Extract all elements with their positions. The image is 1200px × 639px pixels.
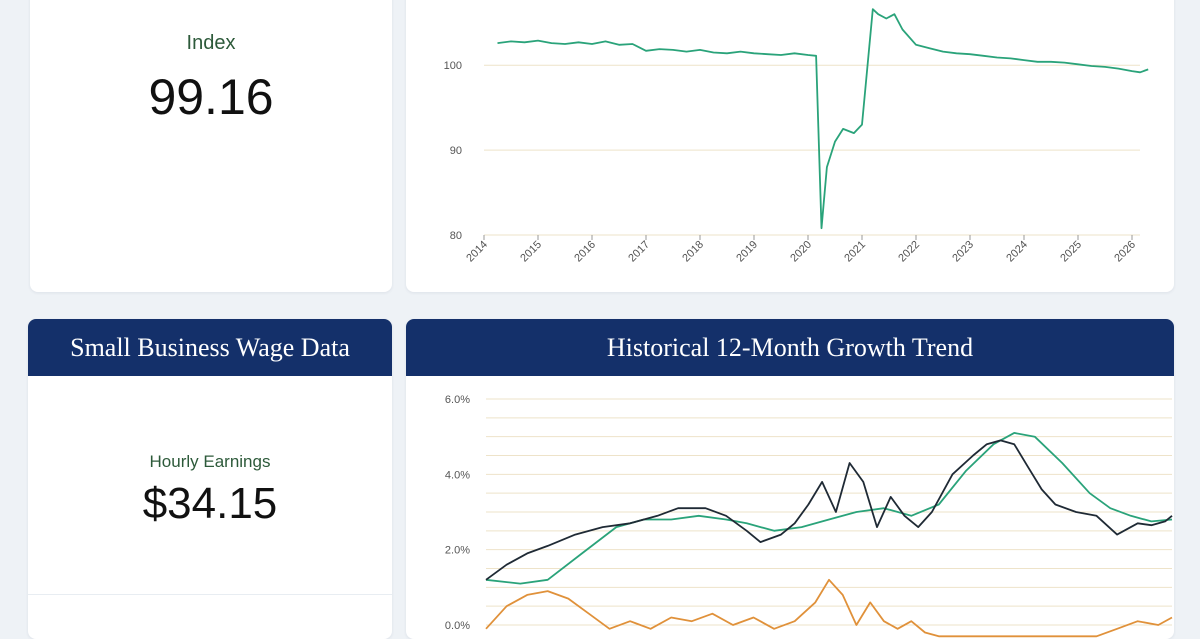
x-tick-label: 2025	[1058, 239, 1084, 265]
y-tick-label: 0.0%	[445, 620, 470, 632]
growth-series-black	[485, 439, 1173, 581]
x-tick-label: 2014	[464, 239, 490, 265]
x-tick-label: 2022	[896, 239, 922, 265]
divider	[28, 594, 392, 595]
y-tick-label: 90	[450, 145, 462, 157]
x-tick-label: 2021	[842, 239, 868, 265]
index-label: Index	[186, 32, 236, 54]
x-tick-label: 2018	[680, 239, 706, 265]
wage-header: Small Business Wage Data	[28, 319, 392, 376]
x-tick-label: 2024	[1004, 239, 1030, 265]
index-value: 99.16	[148, 69, 274, 125]
growth-card: Historical 12-Month Growth Trend 0.0% 2.0…	[406, 319, 1174, 639]
wage-card: Small Business Wage Data Hourly Earnings…	[28, 319, 392, 639]
index-card: Index 99.16	[30, 0, 392, 292]
y-tick-label: 4.0%	[445, 469, 470, 481]
y-tick-label: 100	[444, 60, 462, 72]
x-tick-label: 2017	[626, 239, 652, 265]
index-line-chart: 80 90 100 2014 2015 2016 2017 2018 2019 2020 2021 2…	[444, 8, 1149, 265]
index-chart-card: 80 90 100 2014 2015 2016 2017 2018 2019 2020 2021 2…	[406, 0, 1174, 292]
x-tick-label: 2020	[788, 239, 814, 265]
growth-header: Historical 12-Month Growth Trend	[406, 319, 1174, 376]
x-tick-label: 2026	[1112, 239, 1138, 265]
hourly-earnings-value: $34.15	[142, 479, 278, 528]
growth-line-chart: 0.0% 2.0% 4.0% 6.0%	[445, 394, 1173, 638]
y-tick-label: 6.0%	[445, 394, 470, 406]
hourly-earnings-label: Hourly Earnings	[149, 452, 271, 471]
growth-series-orange	[485, 578, 1173, 638]
index-series-line	[497, 8, 1149, 230]
x-tick-label: 2019	[734, 239, 760, 265]
x-tick-label: 2023	[950, 239, 976, 265]
x-tick-label: 2016	[572, 239, 598, 265]
y-tick-label: 80	[450, 230, 462, 242]
x-tick-label: 2015	[518, 239, 544, 265]
y-tick-label: 2.0%	[445, 545, 470, 557]
